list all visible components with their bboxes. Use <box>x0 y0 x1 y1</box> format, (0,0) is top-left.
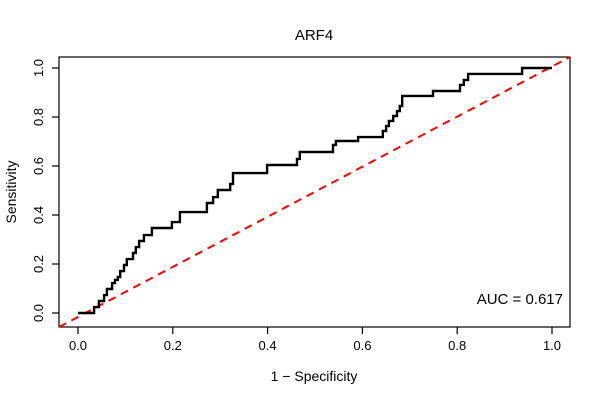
y-tick-label: 0.2 <box>31 255 46 273</box>
x-tick-label: 0.0 <box>69 338 87 353</box>
y-tick-label: 1.0 <box>31 59 46 77</box>
plot-box <box>58 56 571 328</box>
auc-annotation: AUC = 0.617 <box>477 291 563 308</box>
x-tick-label: 0.6 <box>353 338 371 353</box>
x-tick-label: 1.0 <box>543 338 561 353</box>
y-tick-label: 0.4 <box>31 206 46 224</box>
x-tick-label: 0.8 <box>448 338 466 353</box>
y-tick-label: 0.6 <box>31 157 46 175</box>
y-axis-ticks: 0.0 0.2 0.4 0.6 0.8 1.0 <box>31 59 59 322</box>
x-axis-label: 1 − Specificity <box>271 368 358 384</box>
y-axis-label: Sensitivity <box>3 160 19 223</box>
y-tick-label: 0.8 <box>31 108 46 126</box>
chart-title: ARF4 <box>295 27 333 44</box>
y-tick-label: 0.0 <box>31 304 46 322</box>
roc-curve <box>78 66 552 315</box>
chance-diagonal-line <box>58 56 571 328</box>
x-axis-ticks: 0.0 0.2 0.4 0.6 0.8 1.0 <box>69 327 561 353</box>
x-tick-label: 0.2 <box>164 338 182 353</box>
x-tick-label: 0.4 <box>259 338 277 353</box>
